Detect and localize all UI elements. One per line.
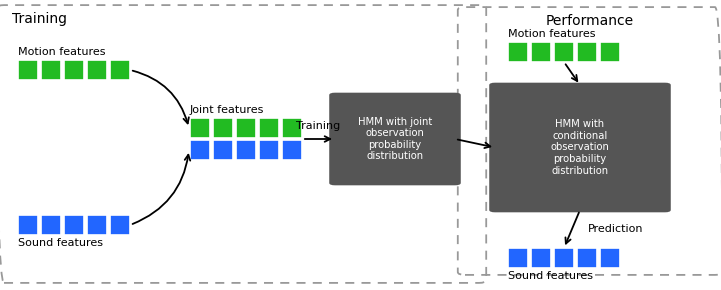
FancyBboxPatch shape — [18, 60, 38, 80]
FancyBboxPatch shape — [18, 215, 38, 235]
FancyBboxPatch shape — [600, 42, 620, 62]
FancyBboxPatch shape — [64, 60, 84, 80]
Text: HMM with
conditional
observation
probability
distribution: HMM with conditional observation probabi… — [551, 119, 609, 176]
FancyBboxPatch shape — [213, 118, 233, 138]
FancyBboxPatch shape — [213, 140, 233, 160]
FancyBboxPatch shape — [577, 248, 597, 268]
FancyBboxPatch shape — [531, 42, 551, 62]
Text: Performance: Performance — [546, 14, 634, 28]
FancyBboxPatch shape — [236, 140, 256, 160]
FancyBboxPatch shape — [190, 140, 210, 160]
FancyBboxPatch shape — [508, 42, 528, 62]
Text: Training: Training — [12, 12, 67, 26]
FancyBboxPatch shape — [508, 248, 528, 268]
FancyBboxPatch shape — [41, 215, 61, 235]
Text: Sound features: Sound features — [508, 271, 593, 281]
FancyBboxPatch shape — [490, 83, 671, 212]
Text: Joint features: Joint features — [190, 105, 265, 115]
FancyBboxPatch shape — [329, 93, 461, 185]
Text: Sound features: Sound features — [18, 238, 103, 248]
FancyBboxPatch shape — [110, 215, 130, 235]
FancyBboxPatch shape — [577, 42, 597, 62]
FancyBboxPatch shape — [110, 60, 130, 80]
FancyBboxPatch shape — [236, 118, 256, 138]
FancyBboxPatch shape — [87, 60, 107, 80]
Text: Motion features: Motion features — [18, 47, 105, 57]
FancyBboxPatch shape — [87, 215, 107, 235]
FancyBboxPatch shape — [282, 118, 302, 138]
FancyBboxPatch shape — [282, 140, 302, 160]
Text: Training: Training — [296, 121, 340, 131]
FancyBboxPatch shape — [600, 248, 620, 268]
Text: Prediction: Prediction — [588, 224, 644, 234]
Text: HMM with joint
observation
probability
distribution: HMM with joint observation probability d… — [358, 117, 432, 162]
FancyBboxPatch shape — [531, 248, 551, 268]
Text: Motion features: Motion features — [508, 29, 596, 39]
FancyBboxPatch shape — [64, 215, 84, 235]
FancyBboxPatch shape — [190, 118, 210, 138]
FancyBboxPatch shape — [41, 60, 61, 80]
FancyBboxPatch shape — [259, 118, 279, 138]
FancyBboxPatch shape — [259, 140, 279, 160]
FancyBboxPatch shape — [554, 42, 574, 62]
FancyBboxPatch shape — [554, 248, 574, 268]
